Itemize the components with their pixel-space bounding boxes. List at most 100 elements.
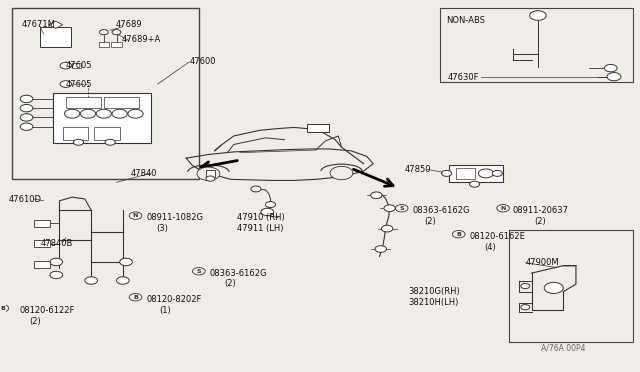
Circle shape xyxy=(128,109,143,118)
Bar xyxy=(111,42,122,47)
Circle shape xyxy=(105,139,115,145)
Text: 38210H(LH): 38210H(LH) xyxy=(408,298,458,307)
Text: B: B xyxy=(0,306,5,311)
Circle shape xyxy=(197,167,220,180)
Bar xyxy=(34,220,50,227)
Text: 47630F: 47630F xyxy=(447,73,479,82)
Circle shape xyxy=(206,176,215,181)
Bar xyxy=(94,127,120,140)
Text: B: B xyxy=(456,232,461,237)
Circle shape xyxy=(604,64,617,72)
Text: (1): (1) xyxy=(159,306,171,315)
Circle shape xyxy=(0,305,9,312)
Text: 47689: 47689 xyxy=(115,20,142,29)
Bar xyxy=(99,42,109,47)
Text: 47911 (LH): 47911 (LH) xyxy=(237,224,284,234)
Text: N: N xyxy=(133,213,138,218)
Circle shape xyxy=(442,170,452,176)
Circle shape xyxy=(81,109,95,118)
Text: 08911-1082G: 08911-1082G xyxy=(147,214,204,222)
Text: 08363-6162G: 08363-6162G xyxy=(210,269,267,278)
Circle shape xyxy=(492,170,502,176)
Text: 47840: 47840 xyxy=(131,169,157,177)
Circle shape xyxy=(371,192,382,199)
Text: 47840B: 47840B xyxy=(40,239,73,248)
Circle shape xyxy=(20,95,33,103)
Circle shape xyxy=(193,267,205,275)
Bar xyxy=(307,124,329,132)
Text: A/76A 00P4: A/76A 00P4 xyxy=(541,343,586,352)
Text: 47910 (RH): 47910 (RH) xyxy=(237,214,285,222)
Text: (2): (2) xyxy=(424,217,436,226)
Circle shape xyxy=(530,11,546,20)
Circle shape xyxy=(251,186,261,192)
Text: NON-ABS: NON-ABS xyxy=(446,16,485,25)
Text: 47600: 47600 xyxy=(189,57,216,65)
Text: S: S xyxy=(399,206,404,211)
Circle shape xyxy=(261,208,274,216)
Text: 47605: 47605 xyxy=(66,80,92,89)
Bar xyxy=(440,8,633,82)
Circle shape xyxy=(116,277,129,284)
Bar xyxy=(34,261,50,267)
Bar xyxy=(34,240,50,247)
Circle shape xyxy=(381,225,393,232)
Text: 47605: 47605 xyxy=(66,61,92,70)
Text: 08120-6162E: 08120-6162E xyxy=(470,232,525,241)
Text: (4): (4) xyxy=(484,243,496,251)
Circle shape xyxy=(112,30,121,35)
Bar xyxy=(449,164,503,182)
Circle shape xyxy=(330,166,353,180)
Text: 08363-6162G: 08363-6162G xyxy=(412,206,470,215)
Text: 47610D: 47610D xyxy=(9,195,42,204)
Circle shape xyxy=(521,305,530,310)
Circle shape xyxy=(99,30,108,35)
Bar xyxy=(53,93,152,143)
Bar xyxy=(66,97,100,108)
Circle shape xyxy=(74,139,84,145)
Text: (2): (2) xyxy=(29,317,42,326)
Circle shape xyxy=(20,123,33,131)
Bar xyxy=(40,27,71,47)
Circle shape xyxy=(452,231,465,238)
Text: 08120-8202F: 08120-8202F xyxy=(147,295,202,304)
Text: 47900M: 47900M xyxy=(525,258,559,267)
Circle shape xyxy=(20,105,33,112)
Text: 47689+A: 47689+A xyxy=(122,35,161,44)
Circle shape xyxy=(607,73,621,81)
Text: (3): (3) xyxy=(156,224,168,233)
Circle shape xyxy=(384,205,396,212)
Circle shape xyxy=(266,202,276,208)
Text: 47671M: 47671M xyxy=(22,20,55,29)
Bar xyxy=(104,97,139,108)
Circle shape xyxy=(375,246,387,252)
Circle shape xyxy=(497,205,509,212)
Circle shape xyxy=(85,277,97,284)
Bar xyxy=(456,168,474,179)
Circle shape xyxy=(60,62,72,69)
Circle shape xyxy=(50,271,63,279)
Circle shape xyxy=(470,181,479,187)
Bar xyxy=(509,231,633,341)
Circle shape xyxy=(129,212,142,219)
Circle shape xyxy=(50,258,63,266)
Bar xyxy=(206,170,215,177)
Text: S: S xyxy=(196,269,201,274)
Circle shape xyxy=(521,283,530,289)
Text: 08120-6122F: 08120-6122F xyxy=(20,306,75,315)
Circle shape xyxy=(112,109,127,118)
Circle shape xyxy=(60,81,72,87)
Circle shape xyxy=(478,169,493,178)
Circle shape xyxy=(544,282,563,294)
Text: N: N xyxy=(500,206,506,211)
Text: 38210G(RH): 38210G(RH) xyxy=(408,287,460,296)
Circle shape xyxy=(96,109,111,118)
Text: B: B xyxy=(133,295,138,300)
Bar xyxy=(72,63,81,68)
Text: (2): (2) xyxy=(535,217,547,226)
Text: (2): (2) xyxy=(224,279,236,288)
Text: 08911-20637: 08911-20637 xyxy=(513,206,568,215)
Circle shape xyxy=(65,109,80,118)
Polygon shape xyxy=(49,21,63,29)
Bar xyxy=(63,127,88,140)
